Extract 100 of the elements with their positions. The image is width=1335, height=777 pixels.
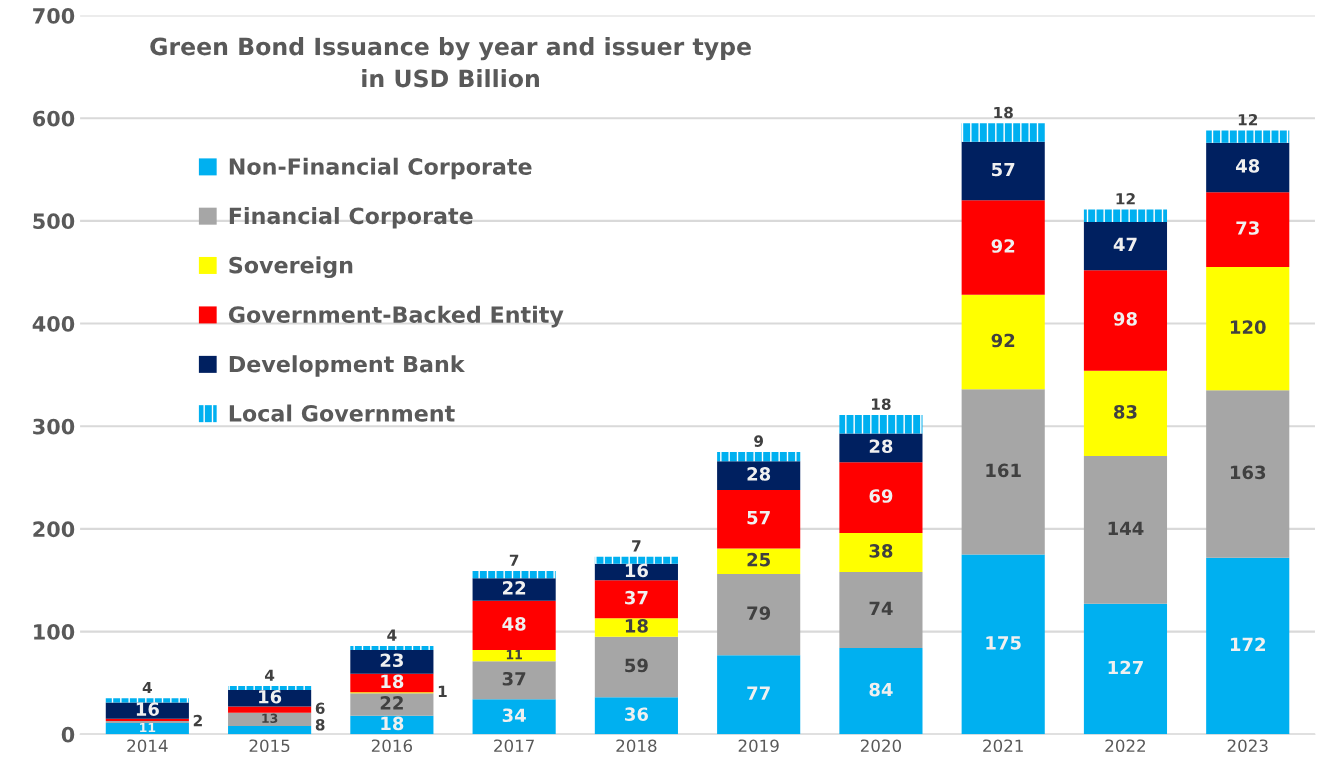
data-label: 28 — [869, 439, 893, 454]
bar — [228, 712, 312, 727]
data-label: 2 — [193, 714, 202, 727]
data-label: 57 — [747, 510, 770, 525]
data-label: 34 — [502, 708, 526, 723]
data-label: 18 — [625, 619, 648, 633]
x-tick-label: 2018 — [616, 739, 657, 753]
legend-label: Sovereign — [229, 256, 353, 278]
legend-label: Government-Backed Entity — [228, 305, 564, 328]
data-label: 92 — [991, 333, 1015, 348]
bar — [1206, 192, 1290, 268]
y-tick-label: 600 — [33, 110, 75, 127]
data-label: 47 — [1113, 237, 1137, 252]
data-label: 69 — [869, 489, 893, 503]
bar — [1083, 209, 1168, 222]
bar — [350, 650, 434, 674]
data-label: 12 — [1238, 113, 1258, 126]
data-label: 16 — [625, 563, 648, 578]
data-label: 22 — [380, 696, 403, 710]
bar — [105, 702, 189, 719]
legend-label: Development Bank — [229, 355, 466, 377]
y-tick-label: 0 — [61, 726, 75, 743]
bar — [228, 706, 312, 713]
data-label: 48 — [502, 617, 526, 631]
y-tick-label: 200 — [33, 521, 75, 538]
y-tick-label: 500 — [33, 213, 75, 230]
data-label: 74 — [869, 601, 893, 616]
bar — [594, 580, 678, 619]
bar — [839, 533, 923, 573]
data-label: 18 — [872, 398, 891, 410]
legend-label: Financial Corporate — [229, 207, 473, 229]
x-tick-label: 2017 — [494, 739, 534, 753]
data-label: 18 — [994, 106, 1013, 119]
bar — [961, 141, 1045, 201]
bar — [350, 693, 434, 716]
bar — [961, 389, 1045, 555]
x-tick-label: 2023 — [1227, 739, 1268, 753]
bar — [1206, 130, 1290, 143]
x-tick-label: 2014 — [127, 739, 168, 753]
data-label: 83 — [1114, 404, 1137, 419]
bar — [1206, 142, 1290, 193]
data-label: 59 — [625, 658, 648, 673]
data-label: 37 — [625, 590, 648, 605]
data-label: 73 — [1236, 221, 1259, 235]
bar — [839, 572, 923, 649]
data-label: 4 — [264, 669, 275, 681]
data-label: 4 — [142, 681, 152, 694]
data-label: 13 — [262, 713, 278, 723]
data-label: 11 — [506, 650, 522, 660]
data-label: 16 — [259, 689, 282, 704]
data-label: 18 — [381, 716, 404, 731]
bar — [839, 462, 923, 534]
bar — [472, 571, 556, 579]
y-tick-label: 300 — [33, 418, 75, 435]
bar — [472, 699, 556, 735]
bar — [961, 294, 1045, 390]
data-label: 4 — [387, 629, 397, 641]
bar — [594, 636, 678, 698]
data-label: 127 — [1108, 660, 1143, 675]
data-label: 77 — [747, 686, 770, 700]
y-tick-label: 400 — [32, 316, 75, 332]
bar — [1083, 270, 1168, 371]
data-label: 12 — [1116, 193, 1135, 205]
legend-label: Non-Financial Corporate — [229, 157, 532, 180]
bar — [961, 200, 1045, 295]
bar — [961, 554, 1045, 735]
bar — [1206, 390, 1290, 558]
data-label: 28 — [747, 467, 771, 481]
bar — [472, 600, 556, 651]
data-label: 144 — [1108, 521, 1144, 535]
data-label: 84 — [869, 682, 893, 697]
data-label: 36 — [625, 707, 648, 722]
bar — [228, 690, 312, 707]
x-tick-label: 2016 — [371, 739, 413, 753]
bar — [228, 726, 312, 735]
data-label: 11 — [140, 722, 156, 733]
x-tick-label: 2022 — [1105, 739, 1145, 753]
data-label: 98 — [1113, 312, 1137, 326]
x-tick-label: 2015 — [249, 739, 290, 753]
data-label: 8 — [315, 718, 325, 731]
bar — [594, 556, 678, 564]
bar — [1083, 603, 1168, 735]
bar — [839, 414, 923, 434]
bar — [1083, 370, 1168, 457]
bar — [717, 489, 801, 549]
bar — [717, 548, 801, 575]
data-label: 9 — [754, 435, 764, 447]
data-label: 57 — [992, 162, 1015, 177]
bar — [717, 574, 801, 656]
bar — [961, 123, 1045, 142]
data-label: 37 — [502, 671, 526, 686]
data-label: 22 — [503, 581, 526, 595]
bar — [472, 578, 556, 601]
data-label: 48 — [1235, 159, 1260, 173]
x-tick-label: 2020 — [860, 739, 902, 753]
bar — [839, 433, 923, 463]
bar — [594, 697, 678, 735]
bar — [350, 645, 434, 651]
data-label: 16 — [136, 702, 159, 716]
bar — [839, 648, 923, 735]
